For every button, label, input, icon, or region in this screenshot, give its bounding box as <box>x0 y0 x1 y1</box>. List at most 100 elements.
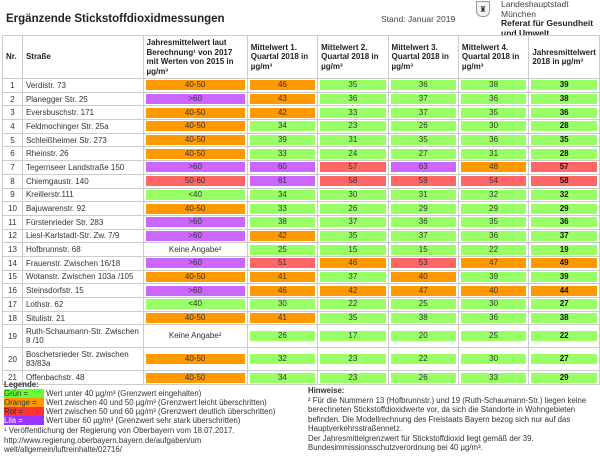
year-2018-cell-value: 57 <box>531 162 597 173</box>
col-header-calc-2017: Jahresmittelwert laut Berechnung¹ von 20… <box>142 35 248 79</box>
row-number: 16 <box>2 283 23 298</box>
row-number: 1 <box>2 78 23 93</box>
hints: Hinweise: ² Für die Nummern 13 (Hofbrunn… <box>308 386 600 453</box>
q1-cell-value: 25 <box>249 244 316 255</box>
calc-2017-cell-value: >60 <box>145 94 245 105</box>
calc-2017-cell: 50-60 <box>142 173 248 189</box>
calc-2017-cell-value: >60 <box>145 162 245 173</box>
street-name: Planegger Str. 25 <box>21 91 144 107</box>
q4-cell: 48 <box>457 160 530 175</box>
year-2018-cell-value: 58 <box>531 176 597 187</box>
q2-cell: 35 <box>317 78 389 93</box>
street-name: Rheinstr. 26 <box>21 146 144 162</box>
calc-2017-cell: >60 <box>142 91 248 107</box>
q2-cell: 17 <box>317 324 389 349</box>
q2-cell-value: 57 <box>320 162 386 173</box>
q4-cell-value: 29 <box>460 203 527 214</box>
table-row: 7 Tegernseer Landstraße 150 >60 60 57 63 48 57 <box>2 160 600 175</box>
street-name: Boschetsrieder Str. zwischen 83/83a <box>21 347 144 372</box>
calc-2017-cell: 40-50 <box>142 310 248 326</box>
q4-cell: 35 <box>457 105 530 121</box>
year-2018-cell-value: 39 <box>531 80 597 91</box>
q2-cell: 26 <box>317 201 389 216</box>
calc-2017-cell-value: <40 <box>145 299 245 310</box>
col-header-q1: Mittelwert 1. Quartal 2018 in µg/m³ <box>246 35 319 79</box>
calc-2017-cell: 40-50 <box>142 269 248 285</box>
q1-cell: 34 <box>246 119 319 134</box>
calc-2017-cell-value: <40 <box>145 189 245 200</box>
q3-cell: 35 <box>387 132 459 148</box>
q3-cell: 37 <box>387 105 459 121</box>
q1-cell-value: 26 <box>249 331 316 342</box>
q3-cell-value: 36 <box>390 217 456 228</box>
year-2018-cell: 32 <box>528 187 600 203</box>
q4-cell: 36 <box>457 228 530 244</box>
q4-cell: 31 <box>457 146 530 162</box>
street-name: Lothstr. 62 <box>21 297 144 312</box>
q4-cell-value: 25 <box>460 331 527 342</box>
q1-cell-value: 43 <box>249 94 316 105</box>
calc-2017-cell: >60 <box>142 160 248 175</box>
street-name: Liesl-Karlstadt-Str. Zw. 7/9 <box>21 228 144 244</box>
q2-cell: 35 <box>317 310 389 326</box>
q1-cell-value: 46 <box>249 80 316 91</box>
calc-2017-cell: 40-50 <box>142 105 248 121</box>
street-name: Frauenstr. Zwischen 16/18 <box>21 255 144 271</box>
q1-cell: 25 <box>246 242 319 257</box>
q1-cell-value: 39 <box>249 135 316 146</box>
q4-cell: 22 <box>457 242 530 257</box>
table-row: 2 Planegger Str. 25 >60 43 36 37 36 38 <box>2 91 600 107</box>
q4-cell-value: 22 <box>460 244 527 255</box>
table-row: 9 Kreillerstr.111 <40 34 30 31 32 32 <box>2 187 600 203</box>
table-row: 14 Frauenstr. Zwischen 16/18 >60 51 46 53 47 49 <box>2 255 600 271</box>
q1-cell: 26 <box>246 324 319 349</box>
year-2018-cell: 58 <box>528 173 600 189</box>
q1-cell-value: 34 <box>249 189 316 200</box>
q1-cell: 42 <box>246 228 319 244</box>
q2-cell: 36 <box>317 91 389 107</box>
q3-cell: 26 <box>387 119 459 134</box>
footnote: ¹ Veröffentlichung der Regierung von Obe… <box>4 426 294 455</box>
street-name: Chiemgaustr. 140 <box>21 173 144 189</box>
row-number: 18 <box>2 310 23 326</box>
footnote-link-2[interactable]: welt/allgemein/luftreinhalte/02716/ <box>4 445 122 454</box>
q2-cell-value: 58 <box>320 176 386 187</box>
row-number: 20 <box>2 347 23 372</box>
q4-cell-value: 36 <box>460 313 527 324</box>
org-line-3: Referat für Gesundheit <box>501 18 594 28</box>
q3-cell: 53 <box>387 255 459 271</box>
hints-heading: Hinweise: <box>308 386 345 395</box>
q4-cell: 33 <box>457 370 530 386</box>
year-2018-cell: 35 <box>528 132 600 148</box>
org-line-2: München <box>501 8 536 19</box>
q3-cell: 20 <box>387 324 459 349</box>
q3-cell-value: 36 <box>390 80 456 91</box>
q3-cell-value: 47 <box>390 285 456 296</box>
q1-cell: 38 <box>246 214 319 230</box>
row-number: 19 <box>2 324 23 349</box>
table-row: 1 Verdistr. 73 40-50 46 35 36 38 39 <box>2 78 600 93</box>
table-row: 18 Situlistr. 21 40-50 41 35 38 36 38 <box>2 310 600 326</box>
table-row: 6 Rheinstr. 26 40-50 33 24 27 31 28 <box>2 146 600 162</box>
q4-cell-value: 32 <box>460 189 527 200</box>
measurements-table: Nr. Straße Jahresmittelwert laut Berechn… <box>2 35 600 386</box>
q2-cell-value: 30 <box>320 189 386 200</box>
q3-cell-value: 27 <box>390 148 456 159</box>
col-header-q4: Mittelwert 4. Quartal 2018 in µg/m³ <box>457 35 530 79</box>
q3-cell: 47 <box>387 283 459 298</box>
q1-cell-value: 30 <box>249 299 316 310</box>
q2-cell: 23 <box>317 119 389 134</box>
q2-cell-value: 35 <box>320 80 386 91</box>
legend-swatch-lilac: Lila = <box>4 416 44 425</box>
q2-cell: 46 <box>317 255 389 271</box>
table-row: 8 Chiemgaustr. 140 50-60 61 58 59 54 58 <box>2 173 600 189</box>
q1-cell-value: 42 <box>249 230 316 241</box>
calc-2017-cell: <40 <box>142 187 248 203</box>
q4-cell: 35 <box>457 214 530 230</box>
footnote-link-1[interactable]: http://www.regierung.oberbayern.bayern.d… <box>4 435 202 445</box>
row-number: 7 <box>2 160 23 175</box>
q2-cell: 23 <box>317 370 389 386</box>
table-row: 13 Hofbrunnstr. 68 Keine Angabe² 25 15 15 22 19 <box>2 242 600 257</box>
q2-cell: 23 <box>317 347 389 372</box>
year-2018-cell: 57 <box>528 160 600 175</box>
